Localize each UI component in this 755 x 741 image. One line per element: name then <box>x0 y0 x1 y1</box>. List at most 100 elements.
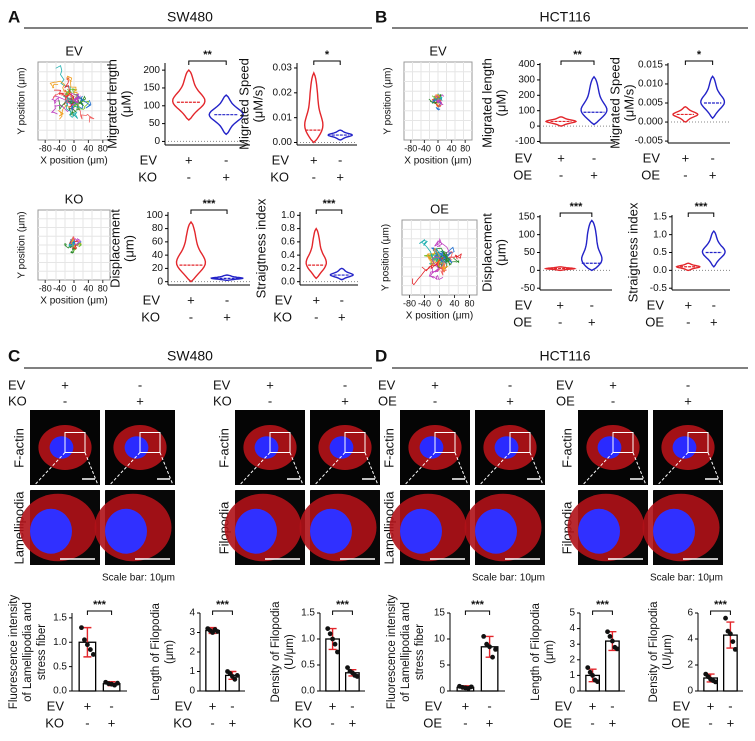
track-title: OE <box>430 201 449 216</box>
y-tick-label: 0 <box>569 686 575 697</box>
row-label: F-actin <box>11 428 26 468</box>
y-tick-label: 40 <box>152 250 164 261</box>
y-tick-label: 1.5 <box>53 613 67 624</box>
y-tick-label: 3 <box>189 627 195 638</box>
data-point <box>215 629 220 634</box>
data-point <box>490 654 495 660</box>
condition-sign: + <box>222 169 230 184</box>
condition-sign: - <box>187 169 191 184</box>
zoom-box <box>434 432 456 453</box>
trajectory <box>49 80 75 102</box>
condition-sign: - <box>712 297 716 312</box>
data-point <box>325 626 331 631</box>
condition-sign: + <box>684 393 692 408</box>
condition-sign: + <box>187 292 195 307</box>
y-axis-label: stress fiber <box>36 624 48 680</box>
condition-sign: + <box>136 393 144 408</box>
y-tick-label: 0.03 <box>273 63 293 74</box>
y-tick-label: 1.0 <box>301 634 315 645</box>
condition-label: OE <box>513 314 532 329</box>
y-tick-label: 100 <box>146 210 163 221</box>
y-tick-label: 0 <box>189 686 195 697</box>
y-axis-label: Length of Filopodia <box>150 602 162 700</box>
y-tick-label: 150 <box>143 83 160 94</box>
y-axis-label: Migrated length <box>104 59 119 149</box>
violin <box>175 220 207 283</box>
condition-sign: - <box>559 167 563 182</box>
y-tick-label: 2 <box>569 654 575 665</box>
zoom-guide <box>104 452 176 491</box>
condition-label: EV <box>515 297 533 312</box>
significance-bracket <box>86 610 113 615</box>
data-point <box>730 639 736 644</box>
data-point <box>115 680 120 686</box>
significance: ** <box>573 49 582 61</box>
panel-title: HCT116 <box>539 348 590 364</box>
data-point <box>607 634 613 639</box>
condition-sign: - <box>487 698 491 713</box>
data-point <box>327 631 333 637</box>
violin <box>701 229 726 268</box>
nucleus-zoom <box>310 508 352 554</box>
y-tick-label: 100 <box>518 229 535 240</box>
panel-title: SW480 <box>167 9 213 25</box>
x-tick-label: 40 <box>83 143 93 153</box>
condition-sign: + <box>557 150 565 165</box>
y-axis-label: (μM/s) <box>621 84 636 121</box>
condition-sign: - <box>463 715 467 730</box>
data-point <box>85 642 90 648</box>
condition-label: KO <box>213 393 232 408</box>
condition-sign: + <box>682 150 690 165</box>
significance-bracket <box>212 610 233 615</box>
condition-sign: + <box>486 715 494 730</box>
x-tick-label: 40 <box>83 283 93 293</box>
x-tick-label: -40 <box>53 143 66 153</box>
significance: *** <box>570 201 584 213</box>
y-axis-label: Density of Filopodia <box>648 601 660 703</box>
condition-label: EV <box>673 698 691 713</box>
data-point <box>614 646 620 652</box>
nucleus <box>329 436 354 459</box>
y-tick-label: 0.02 <box>273 87 293 98</box>
y-tick-label: 0.00 <box>273 137 293 148</box>
y-axis-label: Length of Filopodia <box>530 602 542 700</box>
y-axis-label: of Lamellipodia and <box>400 602 412 702</box>
data-point <box>232 676 238 682</box>
x-tick-label: 0 <box>71 283 76 293</box>
panel-letter: A <box>8 7 20 26</box>
condition-sign: + <box>588 314 596 329</box>
data-point <box>585 665 591 670</box>
violin <box>210 274 244 282</box>
data-point <box>487 644 492 650</box>
condition-sign: - <box>508 377 512 392</box>
data-point <box>82 637 87 643</box>
y-axis-label: Density of Filopodia <box>270 601 282 703</box>
y-tick-label: 4 <box>687 634 693 645</box>
x-tick-label: -80 <box>404 143 417 153</box>
condition-label: EV <box>555 698 573 713</box>
y-axis-label: (μM/s) <box>250 85 265 122</box>
significance-bracket <box>560 60 595 65</box>
condition-label: KO <box>270 169 289 184</box>
trajectory <box>426 247 440 266</box>
condition-label: EV <box>213 377 231 392</box>
x-axis-label: X position (μm) <box>404 156 471 167</box>
row-label: F-actin <box>559 428 574 468</box>
x-tick-label: -40 <box>53 283 66 293</box>
significance: *** <box>203 198 217 210</box>
condition-sign: - <box>611 393 615 408</box>
significance-bracket <box>332 610 353 615</box>
condition-label: EV <box>295 698 313 713</box>
y-tick-label: 60 <box>152 237 164 248</box>
trajectory <box>428 256 444 281</box>
y-tick-label: 0.0 <box>281 276 295 287</box>
nucleus-zoom <box>30 508 72 554</box>
x-axis-label: X position (μm) <box>40 296 107 307</box>
y-axis-label: Displacement <box>479 213 494 292</box>
condition-sign: + <box>589 698 597 713</box>
condition-sign: - <box>728 698 732 713</box>
y-tick-label: 3 <box>569 639 575 650</box>
significance-bracket <box>684 60 714 65</box>
